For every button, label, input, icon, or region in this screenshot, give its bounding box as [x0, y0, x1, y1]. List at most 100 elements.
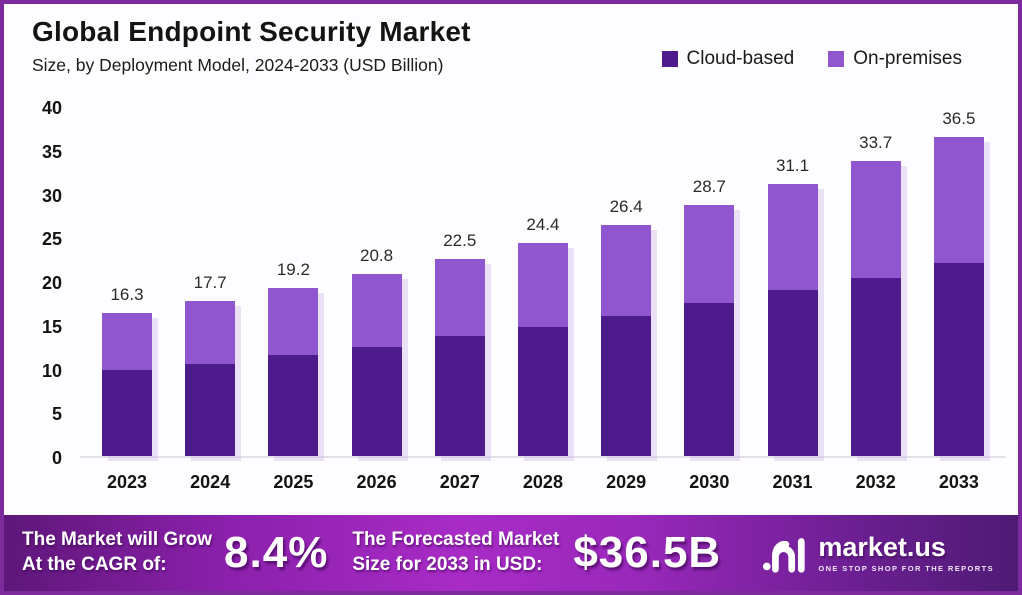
x-axis-label: 2024: [190, 472, 231, 492]
bar-column-2027: 22.5 2027: [434, 108, 485, 492]
stacked-bar-chart: 0 5 10 15 20 25 30 35 40 16.3 2023 17.7 2024 19.2 202…: [4, 98, 1018, 512]
y-tick-label: 10: [41, 360, 62, 381]
cloud-based-segment: [684, 302, 735, 456]
bar-total-label: 22.5: [443, 231, 477, 251]
cagr-label-line1: The Market will Grow: [22, 529, 213, 551]
brand-name: market.us: [818, 531, 946, 562]
y-tick-label: 40: [41, 98, 62, 118]
bar-column-2030: 28.7 2030: [684, 108, 735, 492]
y-tick-label: 20: [41, 273, 62, 293]
bar-column-2023: 16.3 2023: [102, 108, 152, 492]
bar-total-label: 24.4: [526, 214, 560, 234]
cloud-based-segment: [517, 327, 568, 456]
bar-stack: [601, 225, 652, 456]
bar-stack: [102, 313, 152, 456]
on-premises-segment: [684, 204, 735, 303]
bar-total-label: 31.1: [775, 155, 810, 175]
cloud-based-segment: [434, 336, 485, 456]
footer-banner: The Market will Grow At the CAGR of: 8.4…: [4, 515, 1018, 591]
bar-total-label: 28.7: [692, 176, 726, 196]
x-axis-label: 2030: [689, 472, 730, 492]
plot-area: 16.3 2023 17.7 2024 19.2 2025 20.8 2026 22.5 2027…: [80, 108, 1006, 492]
bar-total-label: 17.7: [193, 273, 227, 293]
cagr-value: 8.4%: [224, 528, 329, 577]
x-axis-label: 2025: [273, 472, 314, 492]
brand-tagline: ONE STOP SHOP FOR THE REPORTS: [818, 563, 994, 573]
brand-lockup: market.us ONE STOP SHOP FOR THE REPORTS: [762, 532, 1000, 574]
marketus-logo-icon: [763, 538, 806, 573]
header: Global Endpoint Security Market Size, by…: [32, 16, 471, 76]
cloud-based-segment: [850, 277, 901, 456]
forecast-label-line2: Size for 2033 in USD:: [352, 554, 543, 575]
bar-total-label: 33.7: [859, 133, 893, 153]
y-tick-label: 30: [41, 185, 62, 206]
cloud-based-segment: [933, 262, 984, 456]
on-premises-segment: [601, 225, 652, 316]
y-axis: 0 5 10 15 20 25 30 35 40: [28, 98, 62, 468]
y-tick-label: 35: [41, 141, 62, 162]
bar-total-label: 19.2: [276, 260, 310, 279]
x-axis-label: 2026: [356, 472, 397, 492]
cloud-based-segment: [767, 289, 818, 456]
cloud-based-segment: [102, 370, 152, 456]
y-tick-label: 15: [41, 316, 62, 337]
bar-stack: [268, 288, 319, 456]
cagr-label-line2: At the CAGR of:: [22, 554, 167, 575]
forecast-label: The Forecasted Market Size for 2033 in U…: [352, 528, 559, 577]
forecast-label-line1: The Forecasted Market: [352, 529, 560, 551]
x-axis-label: 2031: [772, 472, 813, 492]
bar-column-2032: 33.7 2032: [850, 108, 901, 492]
legend-label: Cloud-based: [686, 48, 795, 69]
bar-column-2028: 24.4 2028: [517, 108, 568, 492]
on-premises-segment: [933, 136, 984, 263]
y-tick-label: 0: [51, 448, 62, 468]
x-axis-label: 2032: [855, 472, 896, 492]
bar-stack: [517, 242, 568, 456]
bar-stack: [434, 259, 485, 456]
bar-total-label: 36.5: [942, 108, 976, 128]
on-premises-segment: [767, 183, 818, 290]
bar-column-2025: 19.2 2025: [268, 108, 319, 492]
x-axis-label: 2028: [522, 472, 563, 492]
cloud-based-segment: [268, 354, 319, 456]
x-axis-label: 2023: [106, 472, 148, 492]
bar-stack: [767, 183, 818, 456]
on-premises-swatch-icon: [828, 51, 845, 67]
bar-column-2031: 31.1 2031: [767, 108, 818, 492]
bar-total-label: 16.3: [110, 285, 144, 305]
on-premises-segment: [268, 288, 319, 355]
page-title: Global Endpoint Security Market: [32, 16, 471, 47]
cloud-based-segment: [601, 316, 652, 456]
bar-total-label: 26.4: [609, 197, 643, 216]
bar-stack: [185, 301, 236, 456]
on-premises-segment: [517, 242, 568, 328]
bar-stack: [850, 161, 901, 456]
cagr-label: The Market will Grow At the CAGR of:: [22, 528, 212, 577]
on-premises-segment: [850, 161, 901, 278]
bar-stack: [684, 204, 735, 456]
brand-text: market.us ONE STOP SHOP FOR THE REPORTS: [818, 531, 994, 573]
legend-label: On-premises: [853, 48, 962, 69]
on-premises-segment: [102, 313, 152, 371]
y-tick-label: 25: [41, 229, 62, 250]
on-premises-segment: [185, 301, 236, 365]
bar-column-2029: 26.4 2029: [601, 108, 652, 492]
cloud-based-segment: [351, 346, 402, 456]
bar-column-2026: 20.8 2026: [351, 108, 402, 492]
on-premises-segment: [434, 259, 485, 337]
x-axis-label: 2027: [439, 472, 480, 492]
cloud-based-swatch-icon: [661, 51, 678, 67]
bar-column-2024: 17.7 2024: [185, 108, 236, 492]
bar-stack: [351, 274, 402, 456]
y-tick-label: 5: [51, 404, 62, 425]
bar-stack: [933, 136, 984, 456]
x-axis-label: 2033: [938, 472, 979, 492]
on-premises-segment: [351, 274, 402, 347]
chart-legend: Cloud-based On-premises: [661, 48, 962, 70]
x-axis-label: 2029: [606, 472, 647, 492]
bar-total-label: 20.8: [360, 246, 394, 265]
cloud-based-segment: [185, 364, 236, 456]
page-subtitle: Size, by Deployment Model, 2024-2033 (US…: [32, 55, 444, 75]
legend-item-on-premises: On-premises: [828, 48, 962, 70]
